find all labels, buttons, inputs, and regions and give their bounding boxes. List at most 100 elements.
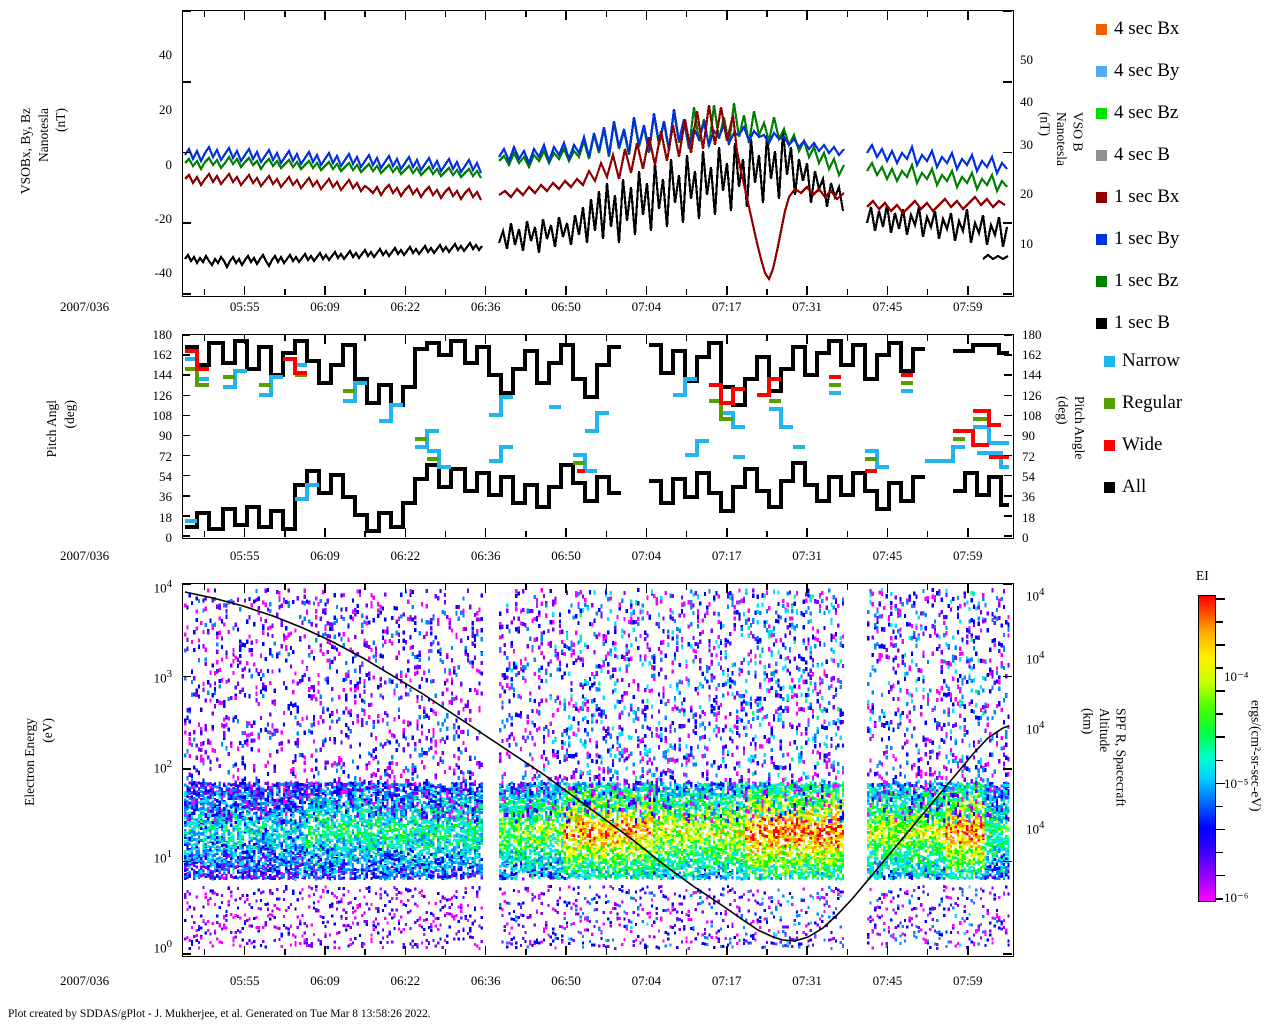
- legend-item-wide[interactable]: Wide: [1104, 434, 1162, 456]
- spacecraft-altitude-line: [184, 591, 1010, 942]
- time-axis-label: 07:04: [620, 973, 672, 989]
- y-tick: [182, 10, 191, 12]
- legend-item-4-sec-b[interactable]: 4 sec B: [1096, 144, 1170, 166]
- time-tick-major: [725, 528, 728, 537]
- legend-item-1-sec-bx[interactable]: 1 sec Bx: [1096, 186, 1179, 208]
- time-axis-label: 07:31: [781, 973, 833, 989]
- legend-item-4-sec-bz[interactable]: 4 sec Bz: [1096, 102, 1178, 124]
- legend-item-1-sec-bz[interactable]: 1 sec Bz: [1096, 270, 1178, 292]
- y-tick: [1004, 535, 1012, 537]
- series-1sec-Bx-seg3: [866, 195, 1006, 215]
- y-tick: [182, 414, 190, 417]
- time-tick-major: [966, 11, 969, 20]
- colorbar-tick: [1216, 851, 1223, 854]
- time-tick-minor: [444, 335, 447, 341]
- time-axis-label: 07:59: [942, 548, 994, 564]
- time-tick-major: [324, 11, 326, 20]
- time-tick-major: [886, 11, 889, 20]
- time-tick-minor: [605, 335, 607, 341]
- p2-ytick-108: 108: [130, 408, 173, 424]
- legend-item-1-sec-by[interactable]: 1 sec By: [1096, 228, 1179, 250]
- time-tick-minor: [685, 949, 688, 955]
- legend-swatch-icon: [1104, 397, 1115, 409]
- time-tick-major: [404, 286, 407, 295]
- series-1sec-By-seg3: [866, 142, 1008, 176]
- p3-ytick-1e0: 100: [120, 938, 172, 956]
- time-tick-minor: [926, 584, 929, 590]
- p1-ytick-m40: -40: [128, 265, 172, 281]
- time-axis-label: 06:36: [460, 548, 512, 564]
- legend-label: 4 sec By: [1114, 60, 1179, 82]
- y-tick: [1003, 583, 1012, 585]
- time-tick-minor: [444, 584, 447, 590]
- legend-item-all[interactable]: All: [1104, 476, 1146, 498]
- p2-rtick-54: 54: [1022, 469, 1035, 485]
- panel-electron-spectrogram: [182, 583, 1014, 957]
- time-tick-minor: [525, 335, 527, 341]
- time-tick-major: [886, 286, 889, 295]
- series-1sec-Bx: [184, 171, 482, 202]
- y-tick: [1004, 334, 1012, 336]
- time-tick-major: [645, 335, 648, 344]
- time-tick-major: [725, 11, 728, 20]
- time-axis-label: 07:31: [781, 299, 833, 315]
- p2-ytick-36: 36: [130, 489, 172, 505]
- y-tick: [182, 535, 190, 537]
- time-axis-label: 06:36: [460, 973, 512, 989]
- legend-label: 1 sec Bx: [1114, 186, 1179, 208]
- legend-swatch-icon: [1096, 233, 1107, 245]
- y-tick: [182, 374, 190, 376]
- time-tick-major: [806, 584, 808, 593]
- y-tick: [182, 474, 190, 477]
- legend-item-regular[interactable]: Regular: [1104, 392, 1182, 414]
- date-label-panel1: 2007/036: [60, 299, 109, 315]
- y-tick: [1004, 515, 1012, 517]
- pa-upper-all: [185, 339, 621, 407]
- time-axis-label: 06:22: [379, 973, 431, 989]
- p2-rtick-144: 144: [1022, 367, 1042, 383]
- p1-ylabel-right: (nT) Nanotesla VSO B: [1037, 112, 1086, 166]
- time-tick-minor: [203, 289, 206, 295]
- time-tick-major: [725, 946, 728, 955]
- legend-item-4-sec-by[interactable]: 4 sec By: [1096, 60, 1179, 82]
- time-axis-label: 07:17: [701, 548, 753, 564]
- p2-ytick-144: 144: [130, 367, 173, 383]
- y-tick: [1003, 953, 1012, 955]
- time-tick-minor: [605, 289, 607, 295]
- colorbar-tick-1e-5: 10⁻⁵: [1224, 776, 1248, 792]
- p2-ytick-54: 54: [130, 469, 172, 485]
- time-axis-label: 07:04: [620, 548, 672, 564]
- time-tick-minor: [364, 11, 366, 17]
- time-tick-minor: [846, 949, 848, 955]
- legend-swatch-icon: [1104, 355, 1115, 367]
- time-tick-major: [484, 286, 487, 295]
- time-tick-minor: [364, 584, 366, 590]
- legend-label: All: [1122, 476, 1146, 498]
- time-tick-minor: [766, 584, 768, 590]
- p2-ylabel: Pitch Angl (deg): [44, 400, 77, 457]
- y-tick: [1003, 675, 1012, 678]
- time-tick-minor: [766, 531, 768, 537]
- legend-item-narrow[interactable]: Narrow: [1104, 350, 1180, 372]
- time-tick-major: [725, 335, 728, 344]
- y-tick: [182, 860, 191, 863]
- time-tick-minor: [926, 531, 929, 537]
- time-tick-major: [966, 584, 969, 593]
- y-tick: [1004, 434, 1012, 437]
- legend-item-1-sec-b[interactable]: 1 sec B: [1096, 312, 1170, 334]
- time-tick-minor: [846, 531, 848, 537]
- legend-item-4-sec-bx[interactable]: 4 sec Bx: [1096, 18, 1179, 40]
- colorbar-tick: [1216, 644, 1225, 646]
- date-label-panel3: 2007/036: [60, 973, 109, 989]
- time-tick-major: [565, 335, 567, 344]
- legend-swatch-icon: [1096, 191, 1107, 203]
- colorbar-tick: [1216, 598, 1225, 600]
- p2-ytick-90: 90: [130, 428, 172, 444]
- time-tick-minor: [444, 949, 447, 955]
- time-axis-label: 06:50: [540, 973, 592, 989]
- time-tick-major: [243, 528, 246, 537]
- time-tick-minor: [846, 11, 848, 17]
- time-axis-label: 05:55: [219, 973, 271, 989]
- y-tick: [182, 293, 191, 295]
- time-tick-major: [966, 946, 969, 955]
